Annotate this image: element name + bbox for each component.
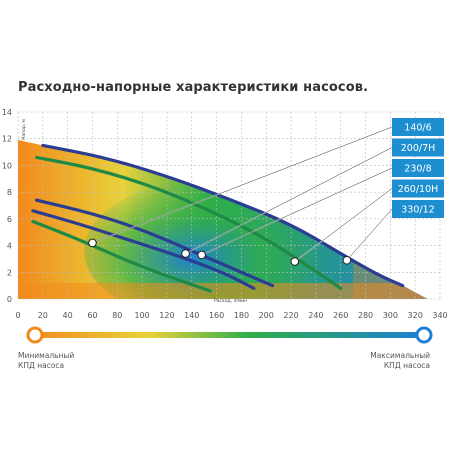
- x-tick-label-12: 240: [308, 311, 323, 320]
- x-tick-label-16: 320: [408, 311, 423, 320]
- leader-line-shadow-4: [346, 208, 393, 261]
- series-label-3: 260/10H: [398, 184, 439, 195]
- series-label-box-4: [392, 200, 444, 218]
- series-label-box-2: [392, 159, 444, 177]
- x-tick-label-6: 120: [159, 311, 174, 320]
- x-tick-label-15: 300: [383, 311, 398, 320]
- x-tick-label-1: 20: [38, 311, 48, 320]
- x-tick-label-3: 60: [87, 311, 97, 320]
- legend-min-label-line2: КПД насоса: [18, 361, 65, 370]
- legend-max-label-line2: КПД насоса: [383, 361, 430, 370]
- x-axis-label: Расход, л/мин: [214, 298, 247, 304]
- curve-260-10H: [35, 155, 343, 290]
- x-tick-label-17: 340: [432, 311, 447, 320]
- curve-140-6: [31, 219, 212, 293]
- chart-title: Расходно-напорные характеристики насосов…: [18, 80, 369, 95]
- efficiency-area: [18, 140, 428, 299]
- efficiency-legend: [26, 326, 433, 344]
- series-label-1: 200/7H: [401, 143, 436, 154]
- legend-min-label: Минимальный КПД насоса: [18, 351, 74, 371]
- leader-line-shadow-1: [185, 147, 393, 254]
- series-label-0: 140/6: [404, 123, 431, 134]
- operating-point-marker-0: [88, 238, 97, 248]
- operating-point-marker-1: [181, 249, 190, 258]
- series-label-2: 230/8: [404, 164, 431, 175]
- x-tick-label-5: 100: [134, 311, 149, 320]
- series-label-box-1: [392, 138, 444, 157]
- series-labels: 140/6 200/7H 230/8 260/10H 330/12: [88, 118, 444, 266]
- y-tick-label-5: 10: [2, 161, 12, 170]
- leader-line-shadow-2: [201, 167, 393, 256]
- x-tick-label-7: 140: [184, 311, 199, 320]
- x-tick-label-10: 200: [259, 311, 274, 320]
- leader-line-shadow-3: [294, 188, 393, 262]
- curve-330-12: [41, 143, 405, 288]
- area-low-head-band: [18, 282, 428, 299]
- y-tick-label-0: 0: [7, 295, 12, 304]
- series-label-4: 330/12: [401, 205, 434, 216]
- operating-point-marker-2: [197, 250, 206, 260]
- y-axis-label: Напор, м: [21, 119, 27, 140]
- legend-max-circle: [415, 326, 433, 344]
- y-tick-label-1: 2: [7, 268, 12, 277]
- y-tick-label-2: 4: [7, 242, 12, 251]
- legend-max-label-line1: Максимальный: [370, 351, 430, 360]
- legend-min-circle: [26, 326, 44, 344]
- legend-min-label-line1: Минимальный: [18, 351, 75, 360]
- x-tick-label-4: 80: [112, 311, 122, 320]
- y-tick-label-4: 8: [7, 188, 12, 197]
- axis-ticks: 0 20 40 60 80 100 120 140 160 180 200 220 240 260 280 3…: [2, 108, 448, 320]
- series-label-box-3: [392, 179, 444, 198]
- pump-curves: [31, 143, 405, 293]
- efficiency-gradient-bar: [30, 332, 428, 338]
- x-tick-label-2: 40: [63, 311, 73, 320]
- series-label-box-0: [392, 118, 444, 136]
- y-tick-label-7: 14: [2, 108, 12, 117]
- operating-point-marker-3: [290, 257, 300, 266]
- y-tick-label-6: 12: [2, 135, 12, 144]
- y-tick-label-3: 6: [7, 215, 12, 224]
- curve-230-8: [35, 198, 275, 288]
- area-high-efficiency-zone: [84, 180, 325, 299]
- leader-line-shadow-0: [92, 126, 393, 244]
- legend-max-label: Максимальный КПД насоса: [370, 351, 430, 371]
- x-tick-label-0: 0: [15, 311, 20, 320]
- x-tick-label-14: 280: [358, 311, 373, 320]
- x-tick-label-8: 160: [209, 311, 224, 320]
- x-tick-label-13: 260: [333, 311, 348, 320]
- curve-200-7H: [31, 209, 256, 290]
- x-tick-label-9: 180: [234, 311, 249, 320]
- x-tick-label-11: 220: [283, 311, 298, 320]
- operating-point-marker-4: [342, 255, 352, 265]
